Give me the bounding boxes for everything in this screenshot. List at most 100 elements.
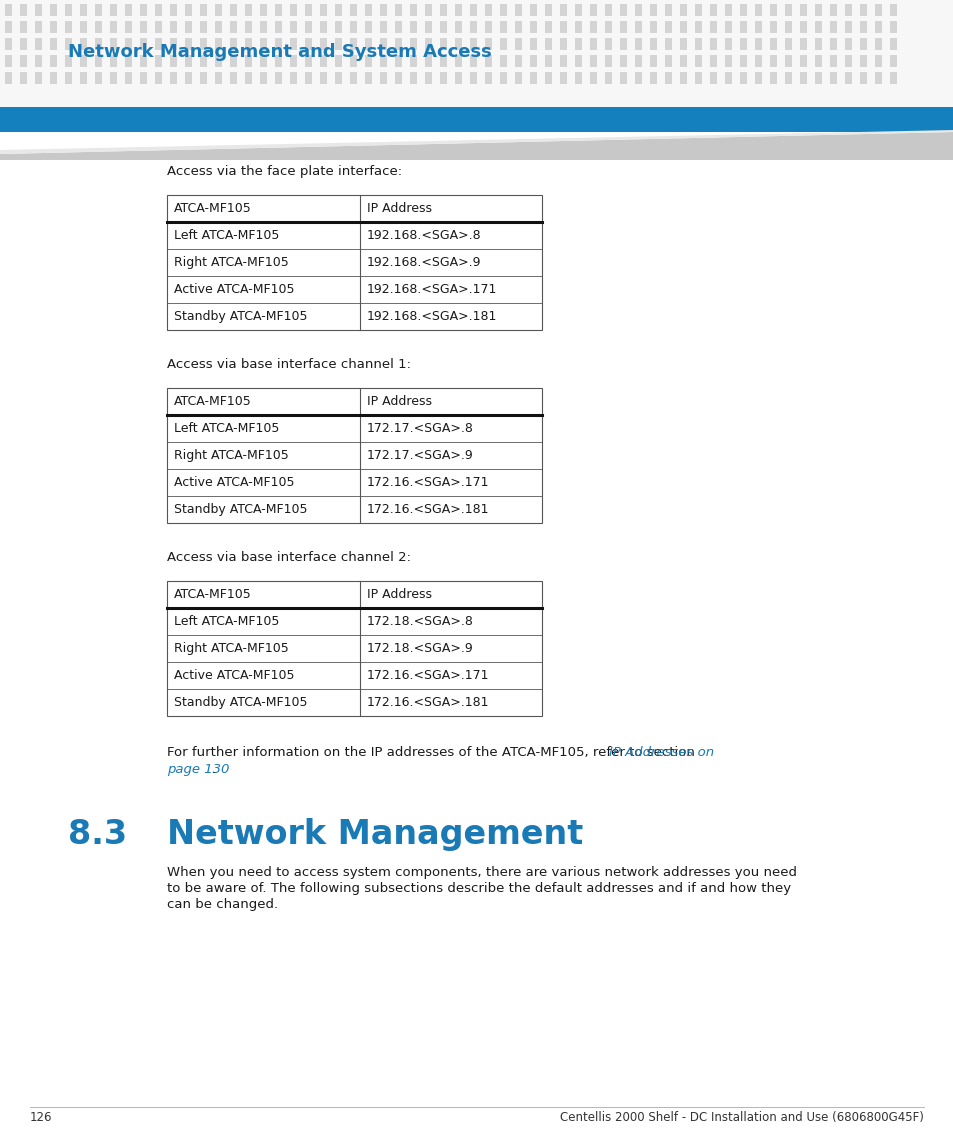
Bar [5, 72, 12, 84]
Bar [65, 21, 71, 33]
Bar [290, 55, 296, 68]
Bar [170, 55, 177, 68]
Bar [515, 72, 521, 84]
Text: IP Address: IP Address [367, 395, 432, 408]
Text: can be changed.: can be changed. [167, 898, 278, 911]
Bar [230, 55, 236, 68]
Bar [559, 3, 566, 16]
Bar [35, 72, 42, 84]
Bar [319, 38, 327, 50]
Bar [290, 38, 296, 50]
Bar [800, 21, 806, 33]
Bar [515, 21, 521, 33]
Bar [874, 21, 882, 33]
Bar [800, 55, 806, 68]
Bar [65, 38, 71, 50]
Bar [95, 72, 102, 84]
Bar [769, 21, 776, 33]
Bar [230, 21, 236, 33]
Bar [530, 21, 537, 33]
Bar [635, 72, 641, 84]
Bar [724, 55, 731, 68]
Bar [230, 38, 236, 50]
Bar [769, 72, 776, 84]
Bar [424, 21, 432, 33]
Bar [740, 72, 746, 84]
Bar [35, 21, 42, 33]
Bar [20, 55, 27, 68]
Bar [125, 21, 132, 33]
Bar [829, 38, 836, 50]
Bar [695, 3, 701, 16]
Bar [154, 72, 162, 84]
Bar [530, 3, 537, 16]
Text: Standby ATCA-MF105: Standby ATCA-MF105 [173, 696, 307, 709]
Bar [619, 72, 626, 84]
Bar [859, 38, 866, 50]
Bar [424, 3, 432, 16]
Bar [65, 72, 71, 84]
Bar [635, 3, 641, 16]
Bar [814, 72, 821, 84]
Bar [589, 3, 597, 16]
Bar [559, 72, 566, 84]
Bar [889, 55, 896, 68]
Bar [410, 55, 416, 68]
Bar [859, 3, 866, 16]
Bar [395, 21, 401, 33]
Bar [274, 38, 282, 50]
Bar [829, 21, 836, 33]
Bar [589, 55, 597, 68]
Bar [200, 72, 207, 84]
Bar [395, 38, 401, 50]
Bar [170, 38, 177, 50]
Bar [274, 3, 282, 16]
Bar [395, 72, 401, 84]
Bar [335, 72, 341, 84]
Bar [245, 55, 252, 68]
Bar [844, 3, 851, 16]
Bar [635, 21, 641, 33]
Bar [50, 21, 57, 33]
Bar [274, 21, 282, 33]
Bar [290, 21, 296, 33]
Text: ATCA-MF105: ATCA-MF105 [173, 395, 252, 408]
Bar [125, 55, 132, 68]
Bar [695, 55, 701, 68]
Bar [664, 55, 671, 68]
Bar [814, 55, 821, 68]
Bar [679, 38, 686, 50]
Text: 8.3: 8.3 [68, 818, 127, 851]
Bar [619, 55, 626, 68]
Text: 172.16.<SGA>.181: 172.16.<SGA>.181 [367, 696, 489, 709]
Bar [695, 38, 701, 50]
Bar [769, 55, 776, 68]
Text: ATCA-MF105: ATCA-MF105 [173, 589, 252, 601]
Bar [214, 72, 222, 84]
Bar [544, 55, 552, 68]
Bar [814, 38, 821, 50]
Bar [589, 21, 597, 33]
Text: Standby ATCA-MF105: Standby ATCA-MF105 [173, 310, 307, 323]
Text: When you need to access system components, there are various network addresses y: When you need to access system component… [167, 866, 796, 879]
Bar [499, 3, 506, 16]
Bar [604, 3, 612, 16]
Text: page 130: page 130 [167, 763, 229, 776]
Bar [604, 72, 612, 84]
Bar [635, 38, 641, 50]
Bar [575, 72, 581, 84]
Bar [575, 55, 581, 68]
Bar [604, 38, 612, 50]
Bar [350, 38, 356, 50]
Bar [185, 55, 192, 68]
Bar [649, 72, 657, 84]
Bar [530, 72, 537, 84]
Bar [889, 3, 896, 16]
Bar [455, 3, 461, 16]
Bar [455, 72, 461, 84]
Bar [319, 72, 327, 84]
Bar [589, 72, 597, 84]
Bar [260, 55, 267, 68]
Bar [200, 38, 207, 50]
Bar [619, 3, 626, 16]
